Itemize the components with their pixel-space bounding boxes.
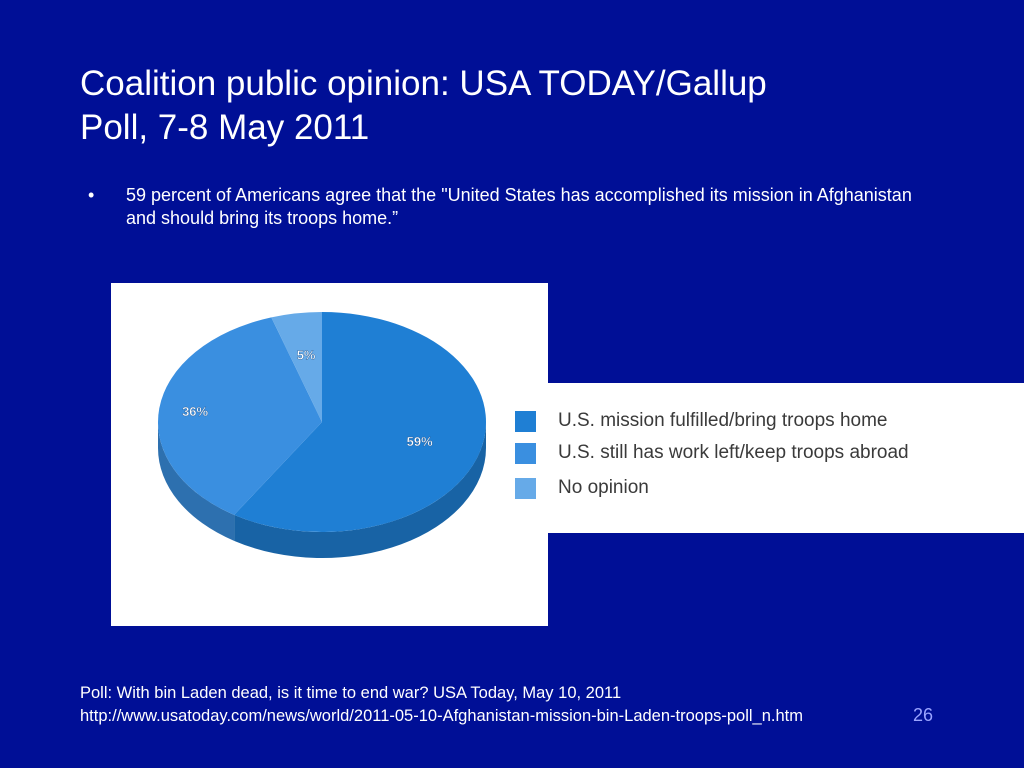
bullet-marker: •: [88, 185, 95, 205]
legend-item-no-opinion: No opinion: [515, 476, 649, 500]
legend-item-work-left: U.S. still has work left/keep troops abr…: [515, 441, 909, 465]
slide-title-line-1: Coalition public opinion: USA TODAY/Gall…: [80, 64, 767, 103]
legend-swatch-work-left: [515, 442, 536, 464]
slide-title-line-2: Poll, 7-8 May 2011: [80, 108, 370, 147]
legend-label-work-left: U.S. still has work left/keep troops abr…: [558, 442, 909, 463]
source-title: Poll: With bin Laden dead, is it time to…: [80, 684, 622, 702]
pie-side-mission-fulfilled: [234, 422, 486, 558]
pie-label-mission-fulfilled: 59%: [407, 434, 433, 449]
pie-slice-mission-fulfilled: [234, 312, 486, 532]
chart-legend: U.S. mission fulfilled/bring troops home…: [495, 383, 1024, 533]
pie-slice-no-opinion: [271, 312, 322, 422]
pie-slice-work-left: [158, 317, 322, 515]
legend-swatch-mission-fulfilled: [515, 410, 536, 432]
legend-swatch-no-opinion: [515, 477, 536, 499]
legend-item-mission-fulfilled: U.S. mission fulfilled/bring troops home: [515, 409, 887, 433]
source-citation: Poll: With bin Laden dead, is it time to…: [80, 682, 803, 728]
pie-side-work-left: [158, 422, 235, 541]
page-number: 26: [913, 705, 934, 725]
legend-label-mission-fulfilled: U.S. mission fulfilled/bring troops home: [558, 410, 888, 431]
pie-label-work-left: 36%: [182, 404, 208, 419]
legend-label-no-opinion: No opinion: [558, 477, 649, 498]
bullet-text: 59 percent of Americans agree that the "…: [126, 185, 912, 228]
pie-chart: 59% 36% 5%: [158, 312, 486, 558]
pie-chart-panel: 59% 36% 5%: [111, 283, 548, 626]
source-url[interactable]: http://www.usatoday.com/news/world/2011-…: [80, 707, 804, 725]
pie-label-no-opinion: 5%: [297, 348, 316, 363]
slide-title: Coalition public opinion: USA TODAY/Gall…: [80, 62, 960, 150]
